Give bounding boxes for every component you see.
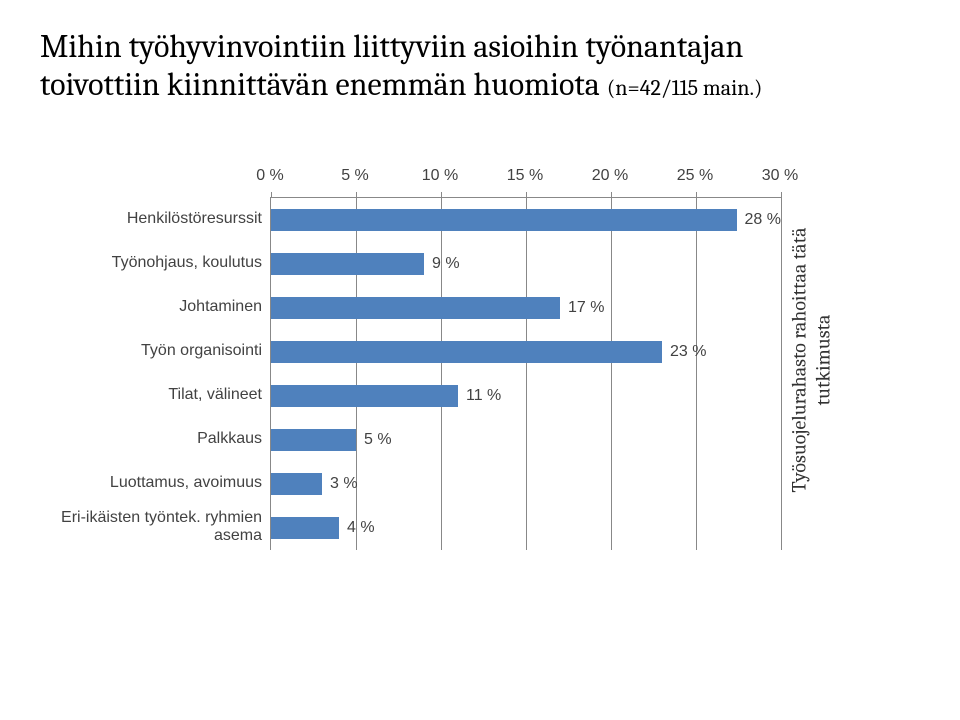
x-tick-label: 25 %: [677, 167, 713, 185]
bar: [271, 209, 737, 231]
category-label: Luottamus, avoimuus: [40, 461, 270, 505]
side-caption: Työsuojelurahasto rahoittaa tätä tutkimu…: [788, 228, 836, 493]
bar-row: 9 %: [271, 242, 781, 286]
category-label: Työn organisointi: [40, 329, 270, 373]
bar-value-label: 3 %: [330, 475, 358, 493]
bar-row: 5 %: [271, 418, 781, 462]
x-tick-label: 15 %: [507, 167, 543, 185]
category-label: Palkkaus: [40, 417, 270, 461]
x-tick-label: 30 %: [762, 167, 798, 185]
plot: 0 %5 %10 %15 %20 %25 %30 % 28 %9 %17 %23…: [270, 155, 781, 550]
x-tick-label: 0 %: [256, 167, 284, 185]
bar-row: 3 %: [271, 462, 781, 506]
bar-value-label: 17 %: [568, 299, 604, 317]
x-axis-ticks: 0 %5 %10 %15 %20 %25 %30 %: [270, 155, 780, 197]
slide: Mihin työhyvinvointiin liittyviin asioih…: [0, 0, 960, 720]
side-caption-line-2: tutkimusta: [812, 315, 835, 406]
bar-value-label: 28 %: [745, 211, 781, 229]
category-label: Henkilöstöresurssit: [40, 197, 270, 241]
bar: [271, 429, 356, 451]
bar: [271, 297, 560, 319]
side-caption-line-1: Työsuojelurahasto rahoittaa tätä: [788, 228, 811, 493]
category-label: Johtaminen: [40, 285, 270, 329]
y-axis-labels: HenkilöstöresurssitTyönohjaus, koulutusJ…: [40, 197, 270, 549]
plot-area: 28 % 9 % 17 % 23 % 11 % 5 % 3 % 4 %: [270, 197, 781, 550]
bar: [271, 385, 458, 407]
bar-value-label: 23 %: [670, 343, 706, 361]
tick-mark: [781, 192, 782, 198]
bar-value-label: 4 %: [347, 519, 375, 537]
page-title: Mihin työhyvinvointiin liittyviin asioih…: [40, 28, 820, 105]
bar: [271, 517, 339, 539]
bar-value-label: 9 %: [432, 255, 460, 273]
bar-value-label: 11 %: [466, 387, 501, 405]
bar: [271, 253, 424, 275]
bar-row: 23 %: [271, 330, 781, 374]
bar-row: 17 %: [271, 286, 781, 330]
gridline: [781, 198, 782, 550]
bar: [271, 473, 322, 495]
x-tick-label: 10 %: [422, 167, 458, 185]
x-tick-label: 5 %: [341, 167, 369, 185]
bar-row: 28 %: [271, 198, 781, 242]
x-tick-label: 20 %: [592, 167, 628, 185]
bar-row: 11 %: [271, 374, 781, 418]
category-label: Eri-ikäisten työntek. ryhmien asema: [40, 505, 270, 549]
title-line-1: Mihin työhyvinvointiin liittyviin asioih…: [40, 28, 743, 65]
category-label: Tilat, välineet: [40, 373, 270, 417]
bar-chart: HenkilöstöresurssitTyönohjaus, koulutusJ…: [40, 155, 820, 550]
title-note: (n=42/115 main.): [607, 75, 763, 101]
title-line-2: toivottiin kiinnittävän enemmän huomiota: [40, 66, 600, 103]
bar: [271, 341, 662, 363]
bar-row: 4 %: [271, 506, 781, 550]
category-label: Työnohjaus, koulutus: [40, 241, 270, 285]
bar-value-label: 5 %: [364, 431, 392, 449]
